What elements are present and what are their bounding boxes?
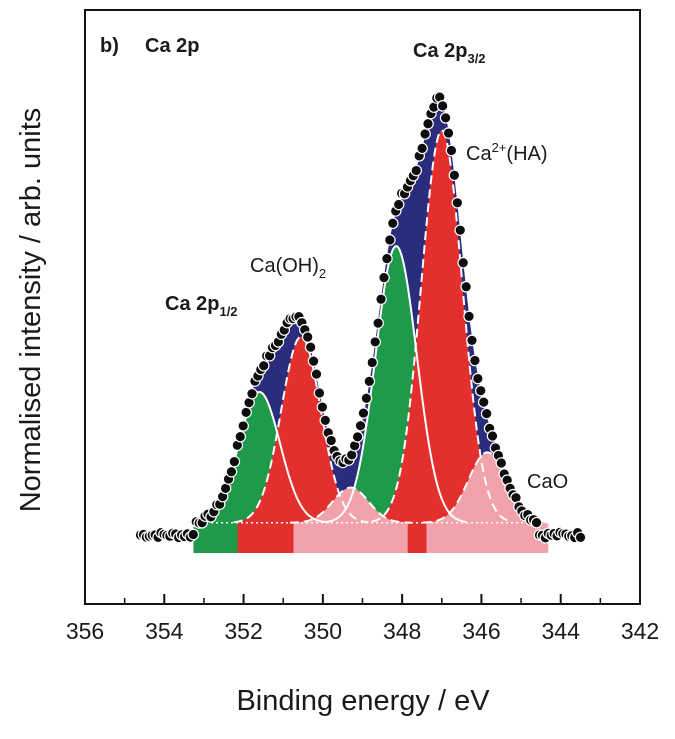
data-point xyxy=(363,375,376,388)
data-point xyxy=(257,359,270,372)
data-point xyxy=(240,406,252,419)
data-point xyxy=(448,169,461,182)
data-point xyxy=(384,234,396,246)
annotation-ca-2p32: Ca 2p3/2 xyxy=(413,40,486,66)
data-point xyxy=(451,197,464,209)
data-point xyxy=(351,431,364,443)
data-point xyxy=(410,164,423,177)
data-point xyxy=(495,457,508,469)
data-point xyxy=(316,401,329,413)
data-point xyxy=(237,420,249,432)
data-point xyxy=(360,392,373,405)
data-point xyxy=(463,310,475,323)
component-fill xyxy=(293,487,408,553)
x-tick-label: 352 xyxy=(224,618,262,644)
data-point xyxy=(457,256,469,269)
data-point xyxy=(419,128,431,140)
data-points xyxy=(134,91,587,544)
data-point xyxy=(460,280,472,293)
data-point xyxy=(234,430,247,443)
data-point xyxy=(442,127,455,139)
data-point xyxy=(372,317,384,329)
data-point xyxy=(445,144,458,157)
data-point xyxy=(313,387,326,399)
x-tick-label: 354 xyxy=(145,618,184,644)
data-point xyxy=(187,528,200,541)
data-point xyxy=(474,384,487,397)
annotation-cao: CaO xyxy=(527,471,568,493)
chart-title: Ca 2p xyxy=(145,35,199,57)
x-tick-label: 348 xyxy=(383,618,421,644)
data-point xyxy=(378,271,390,284)
data-point xyxy=(307,355,320,367)
data-point xyxy=(466,334,478,347)
data-point xyxy=(480,407,493,420)
data-point xyxy=(310,368,323,380)
component-curve xyxy=(289,486,412,524)
data-point xyxy=(369,336,381,348)
data-point xyxy=(530,516,543,529)
data-point xyxy=(325,434,337,447)
x-tick-label: 346 xyxy=(462,618,500,644)
annotation-ca-2p12: Ca 2p1/2 xyxy=(165,293,238,319)
annotation-ca2-ha: Ca2+(HA) xyxy=(466,140,548,165)
data-point xyxy=(228,455,241,468)
component-fill xyxy=(426,452,549,553)
x-tick-label: 356 xyxy=(66,618,104,644)
data-point xyxy=(357,407,370,419)
x-tick-label: 350 xyxy=(304,618,342,644)
data-point xyxy=(472,372,484,385)
data-point xyxy=(392,198,405,211)
y-axis-title: Normalised intensity / arb. units xyxy=(15,108,47,513)
data-point xyxy=(225,465,238,478)
data-point xyxy=(354,419,367,432)
data-point xyxy=(381,252,393,265)
data-point xyxy=(375,293,387,305)
component-fills xyxy=(193,99,549,553)
x-axis-tick-labels: 356 354 352 350 348 346 344 342 xyxy=(66,618,659,644)
data-point xyxy=(439,112,452,124)
data-point xyxy=(486,430,499,442)
data-point xyxy=(246,387,258,400)
component-curve xyxy=(325,244,467,523)
x-tick-label: 344 xyxy=(542,618,581,644)
panel-label: b) xyxy=(100,35,119,57)
component-fill xyxy=(375,130,508,553)
data-point xyxy=(386,217,399,230)
data-point xyxy=(301,331,314,343)
data-point xyxy=(469,354,481,367)
data-point xyxy=(574,531,587,544)
data-point xyxy=(422,117,434,130)
data-point xyxy=(416,142,428,155)
data-point xyxy=(304,341,317,354)
component-curve xyxy=(371,129,513,523)
annotation-caoh2: Ca(OH)2 xyxy=(250,255,326,281)
x-tick-label: 342 xyxy=(621,618,659,644)
x-axis-ticks xyxy=(84,594,641,604)
data-point xyxy=(366,356,379,369)
data-point xyxy=(319,414,332,427)
x-axis-title: Binding energy / eV xyxy=(236,685,490,717)
data-point xyxy=(454,224,467,236)
data-point xyxy=(477,396,490,408)
data-point xyxy=(436,100,449,112)
component-fill xyxy=(237,336,365,553)
